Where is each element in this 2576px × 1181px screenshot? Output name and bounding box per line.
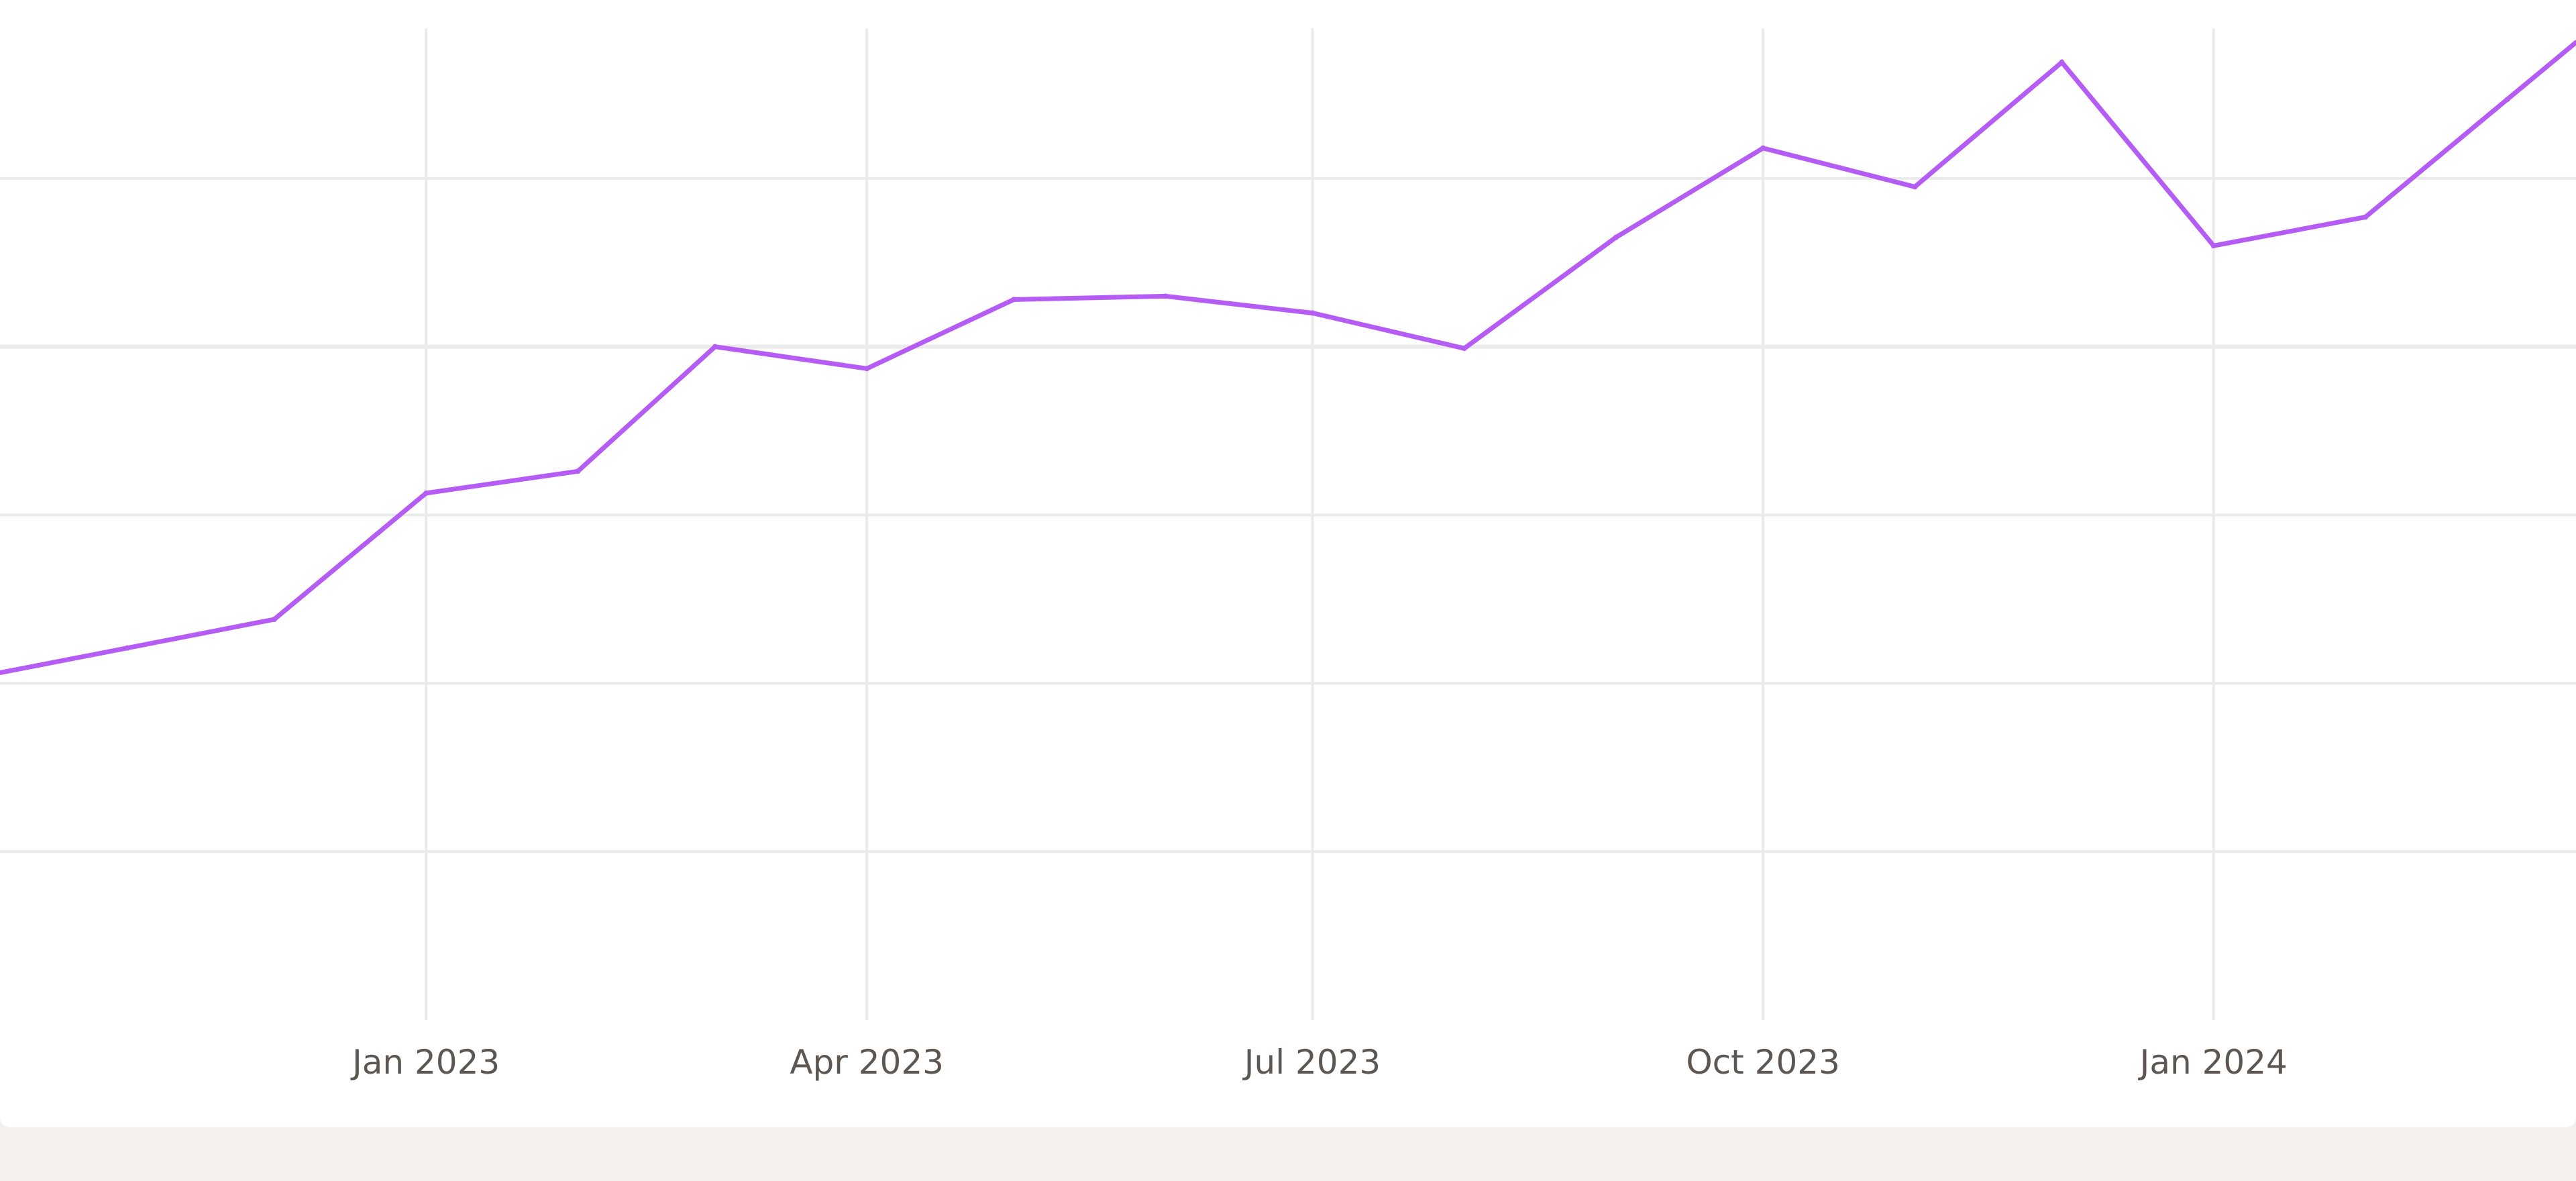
data-point — [2504, 96, 2510, 102]
data-point — [1912, 184, 1918, 190]
x-tick-label: Jan 2023 — [350, 1043, 500, 1082]
data-point — [1760, 145, 1766, 151]
data-point — [2210, 243, 2216, 249]
series-layer — [0, 40, 2576, 676]
data-point — [1011, 297, 1017, 303]
data-point — [1163, 293, 1169, 299]
data-point — [423, 490, 429, 496]
data-point — [271, 617, 277, 623]
vertical-gridlines — [425, 28, 2215, 1020]
x-axis-tick-labels: Jan 2023 Apr 2023 Jul 2023 Oct 2023 Jan 2024 — [350, 1043, 2288, 1082]
data-point — [575, 468, 581, 474]
data-point — [864, 366, 870, 372]
line-chart: Jan 2023 Apr 2023 Jul 2023 Oct 2023 Jan 2024 — [0, 28, 2576, 1082]
data-point — [1613, 234, 1619, 240]
x-tick-label: Jul 2023 — [1242, 1043, 1381, 1082]
data-point — [1461, 346, 1467, 352]
x-tick-label: Jan 2024 — [2138, 1043, 2288, 1082]
data-point — [2363, 214, 2369, 220]
data-point — [712, 344, 718, 350]
series-line — [0, 40, 2576, 676]
data-point — [2059, 59, 2065, 65]
data-point — [1309, 310, 1316, 316]
x-tick-label: Oct 2023 — [1686, 1043, 1840, 1082]
horizontal-gridlines — [0, 176, 2576, 854]
x-tick-label: Apr 2023 — [790, 1043, 944, 1082]
data-point — [124, 645, 130, 651]
chart-card: Jan 2023 Apr 2023 Jul 2023 Oct 2023 Jan 2024 — [0, 0, 2576, 1127]
